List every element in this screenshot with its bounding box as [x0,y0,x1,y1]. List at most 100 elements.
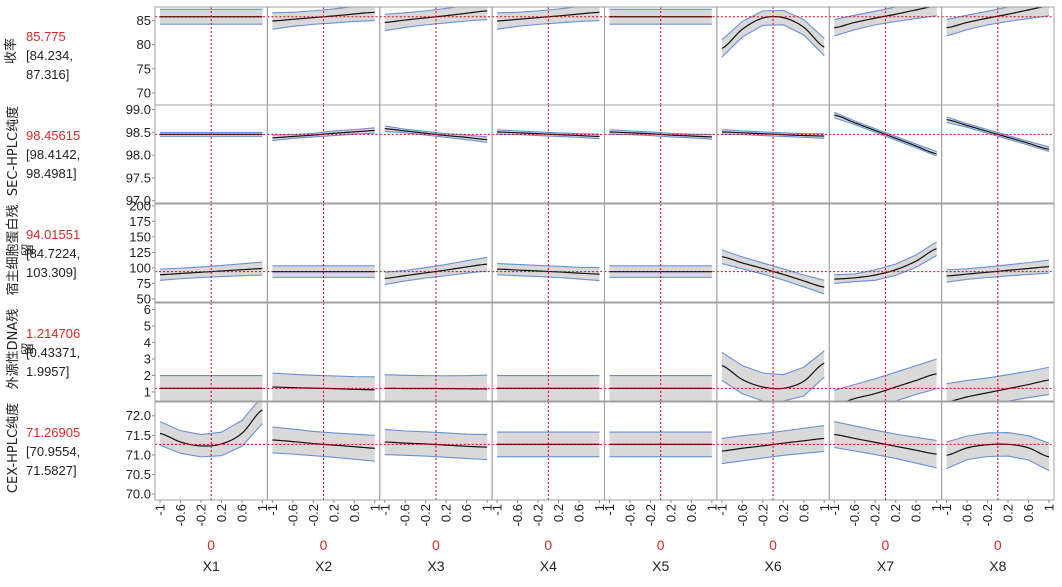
x-tick-label-X1-3: 0.2 [214,504,229,522]
y-tick-label-r2-1: 75 [137,276,151,291]
x-tick-label-X7-1: -0.6 [847,504,862,526]
band-upper-edge-r2-c0 [159,261,263,270]
interval-line1-cex-hplc: [70.9554, [26,444,81,459]
y-tick-label-r4-2: 71.0 [126,447,151,462]
y-tick-label-r1-0: 97.0 [126,193,151,208]
profile-cell-r4-c1 [267,402,380,500]
x-tick-label-X3-5: 1 [480,504,495,511]
band-lower-edge-r1-c6 [834,117,937,157]
profile-cell-r0-c4 [604,7,717,105]
profile-cell-r2-c3 [492,204,605,302]
x-tick-label-X3-1: -0.6 [398,504,413,526]
factor-setting-X2: 0 [320,537,328,553]
prediction-line-r3-c7 [948,379,1050,401]
band-upper-edge-r0-c3 [497,7,580,14]
band-upper-edge-r4-c5 [721,424,825,440]
x-tick-label-X7-5: 1 [929,504,944,511]
profile-cell-r0-c5 [716,7,830,105]
cell-frame-r2-c7 [941,203,1055,303]
band-lower-edge-r4-c0 [159,423,263,458]
profile-cell-r0-c2 [379,7,493,105]
band-upper-edge-r2-c6 [834,241,937,276]
y-tick-label-r2-5: 175 [129,214,151,229]
x-tick-label-X6-4: 0.6 [796,504,811,522]
interval-line2-hcp: 103.309] [26,265,77,280]
x-tick-label-X4-5: 1 [592,504,607,511]
response-values-dna: 1.214706 [0.43371, 1.9957] [26,324,122,381]
profile-cell-r0-c3 [492,7,605,105]
x-tick-label-X4-3: 0.2 [551,504,566,522]
x-tick-label-X6-0: -1 [714,504,729,516]
band-lower-edge-r1-c2 [384,130,488,143]
factor-setting-X7: 0 [882,537,890,553]
interval-line2-dna: 1.9957] [26,364,70,379]
y-tick-label-r4-3: 71.5 [126,428,151,443]
profile-cell-r0-c1 [267,7,380,105]
x-tick-label-X8-3: 0.2 [1001,504,1016,522]
interval-line2-cex-hplc: 71.5827] [26,463,77,478]
profile-cell-r3-c2 [379,303,493,401]
x-tick-label-X5-3: 0.2 [663,504,678,522]
x-tick-label-X1-2: -0.2 [193,504,208,526]
profile-cell-r2-c6 [829,204,942,302]
band-lower-edge-r1-c7 [946,121,1050,153]
band-upper-edge-r0-c6 [834,7,898,21]
band-upper-edge-r0-c1 [272,7,355,14]
profile-cell-r4-c3 [492,402,605,500]
x-tick-label-X7-4: 0.6 [909,504,924,522]
y-tick-label-r1-4: 99.0 [126,102,151,117]
band-lower-edge-r4-c5 [721,450,825,465]
band-lower-edge-r4-c6 [834,446,937,469]
factor-setting-X4: 0 [544,537,552,553]
current-value-cex-hplc: 71.26905 [26,425,81,440]
band-upper-edge-r0-c7 [946,7,1011,21]
interval-line1-sec-hplc: [98.4142, [26,147,81,162]
x-tick-label-X6-1: -0.6 [735,504,750,526]
band-upper-edge-r1-c6 [834,111,937,153]
profile-cell-r2-c1 [267,204,380,302]
x-tick-label-X8-5: 1 [1042,504,1057,511]
factor-setting-X8: 0 [994,537,1002,553]
profile-cell-r1-c3 [492,105,605,203]
band-upper-edge-r3-c5 [721,350,825,376]
y-tick-label-r2-0: 50 [137,291,151,306]
y-tick-label-r3-1: 2 [144,368,151,383]
cell-frame-r1-c7 [941,104,1055,204]
confidence-band-r0-c1 [272,7,375,30]
factor-label-X6: X6 [765,558,782,574]
x-tick-label-X6-5: 1 [817,504,832,511]
x-tick-label-X4-0: -1 [490,504,505,516]
band-upper-edge-r1-c3 [497,129,600,135]
profile-cell-r1-c5 [716,105,830,203]
profile-cell-r4-c0 [155,402,268,500]
x-tick-label-X6-2: -0.2 [755,504,770,526]
band-lower-edge-r3-c7 [1005,393,1050,401]
profile-cell-r3-c3 [492,303,605,401]
y-tick-label-r2-4: 150 [129,229,151,244]
x-tick-label-X4-2: -0.2 [531,504,546,526]
y-tick-label-r1-3: 98.5 [126,125,151,140]
profile-cell-r4-c7 [941,402,1054,500]
y-tick-label-r3-5: 6 [144,302,151,317]
y-tick-label-r3-3: 4 [144,335,151,350]
x-tick-label-X5-1: -0.6 [622,504,637,526]
interval-line2-sec-hplc: 98.4981] [26,166,77,181]
band-upper-edge-r4-c2 [384,428,488,436]
x-tick-label-X1-1: -0.6 [173,504,188,526]
band-lower-edge-r4-c1 [272,452,375,462]
factor-setting-X6: 0 [769,537,777,553]
x-tick-label-X3-3: 0.2 [439,504,454,522]
profile-cell-r1-c6 [829,105,942,203]
factor-label-X3: X3 [427,558,444,574]
band-upper-edge-r4-c0 [159,402,259,436]
x-tick-label-X7-3: 0.2 [888,504,903,522]
x-tick-label-X6-3: 0.2 [776,504,791,522]
cell-frame-r3-c7 [941,302,1055,402]
interval-line1-dna: [0.43371, [26,345,81,360]
confidence-band-r0-c5 [721,10,825,58]
interval-line1-yield: [84.234, [26,48,73,63]
band-upper-edge-r0-c2 [384,7,461,15]
interval-line1-hcp: [84.7224, [26,246,81,261]
profile-cell-r0-c7 [941,7,1054,105]
